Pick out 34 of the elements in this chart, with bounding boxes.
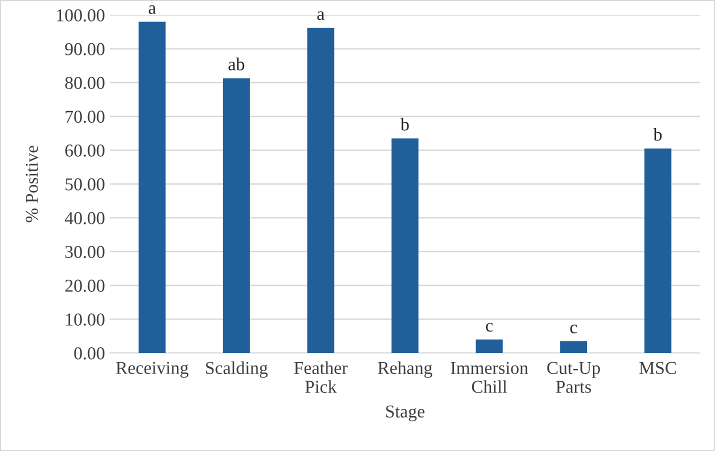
- x-tick-label: Feather Pick: [294, 361, 348, 393]
- bar: [392, 138, 418, 353]
- y-tick-label: 70.00: [66, 110, 104, 123]
- x-tick-label: MSC: [639, 362, 676, 374]
- annotation: c: [486, 322, 493, 332]
- y-tick-label: 60.00: [65, 144, 104, 157]
- y-tick-label: 80.00: [65, 76, 104, 90]
- annotation: b: [653, 128, 662, 141]
- y-tick-label: 20.00: [65, 280, 104, 292]
- y-tick-label: 30.00: [65, 246, 104, 258]
- bar: [222, 78, 250, 353]
- y-axis-title: % Positive: [26, 146, 38, 222]
- y-tick-label: 50.00: [66, 178, 104, 191]
- bar: [560, 341, 588, 353]
- annotation: b: [400, 118, 409, 131]
- bar: [476, 339, 503, 353]
- annotation: a: [317, 11, 324, 20]
- bar: [138, 22, 166, 353]
- x-tick-label: Rehang: [378, 361, 432, 378]
- x-tick-label: Receiving: [116, 362, 188, 378]
- bar: [644, 148, 672, 353]
- y-tick-label: 90.00: [65, 43, 104, 56]
- y-tick-label: 0.00: [74, 347, 104, 360]
- y-tick-label: 10.00: [66, 313, 104, 326]
- y-tick-label: 100.00: [57, 9, 104, 22]
- x-tick-label: Cut-Up Parts: [547, 362, 600, 393]
- annotation: a: [148, 5, 156, 14]
- x-tick-label: Immersion Chill: [450, 362, 528, 393]
- annotation: ab: [228, 58, 244, 70]
- x-tick-label: Scalding: [206, 361, 268, 378]
- y-tick-label: 40.00: [64, 212, 104, 224]
- x-axis-title: Stage: [386, 405, 424, 422]
- bar: [307, 28, 334, 353]
- annotation: c: [570, 324, 578, 334]
